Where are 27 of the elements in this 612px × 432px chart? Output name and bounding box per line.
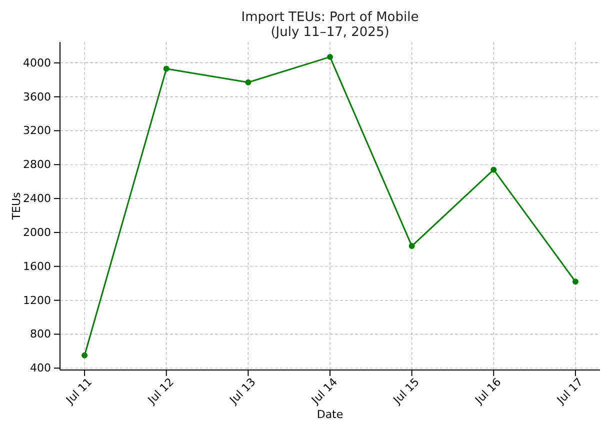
x-tick-label: Jul 12	[144, 376, 176, 408]
chart-title: Import TEUs: Port of Mobile (July 11–17, 2025)	[241, 10, 419, 40]
point	[245, 79, 252, 86]
point	[408, 243, 415, 250]
y-tick-label: 2000	[23, 226, 51, 239]
y-tick-label: 1600	[23, 260, 51, 273]
x-tick-label: Jul 11	[62, 376, 95, 408]
y-tick-label: 3600	[23, 90, 51, 104]
point	[327, 54, 333, 60]
y-tick-label: 800	[30, 328, 51, 341]
point	[163, 66, 170, 72]
y-tick-label: 4000	[23, 56, 51, 70]
x-tick-label: Jul 16	[472, 376, 504, 408]
y-axis-title: TEUs	[10, 192, 23, 221]
point	[82, 352, 88, 358]
x-tick-label: Jul 15	[390, 376, 422, 408]
point	[490, 166, 497, 173]
y-tick-label: 3200	[23, 124, 51, 138]
y-tick-label: 400	[30, 362, 51, 375]
x-axis-title: Date	[316, 408, 344, 421]
y-tick-label: 1200	[23, 294, 51, 307]
x-tick-label: Jul 14	[308, 376, 340, 408]
y-tick-label: 2800	[23, 158, 51, 172]
point	[572, 278, 578, 285]
y-tick-label: 2400	[23, 192, 51, 206]
x-tick-label: Jul 13	[226, 376, 258, 408]
x-tick-label: Jul 17	[554, 376, 586, 408]
